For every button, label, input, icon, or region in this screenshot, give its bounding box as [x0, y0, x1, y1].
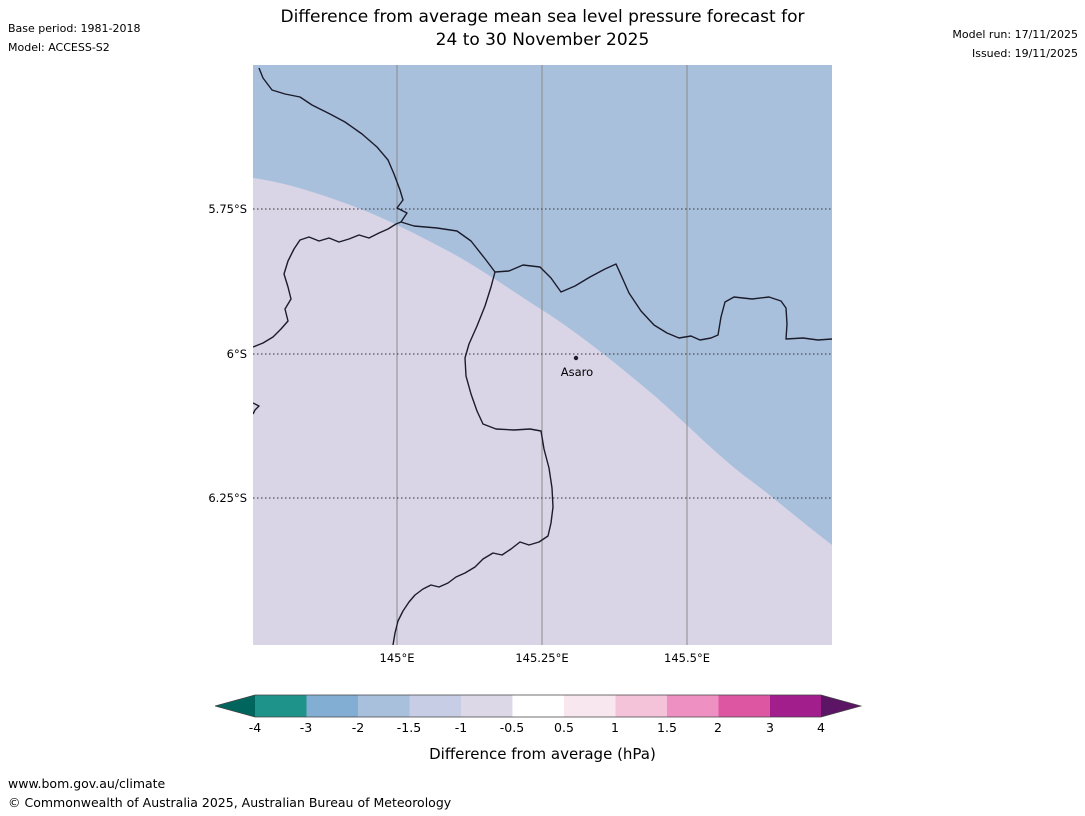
colorbar-tick-label: -2: [351, 720, 365, 735]
colorbar-arrow-left: [215, 695, 255, 717]
footer-copyright: © Commonwealth of Australia 2025, Austra…: [8, 795, 452, 810]
colorbar-seg-5: [512, 695, 564, 717]
figure-title-line1: Difference from average mean sea level p…: [280, 7, 805, 27]
colorbar-tick-label: 1.5: [657, 720, 677, 735]
colorbar-axis-label: Difference from average (hPa): [429, 745, 656, 763]
colorbar-seg-2: [358, 695, 410, 717]
colorbar-tick-label: -3: [299, 720, 313, 735]
border-central: [392, 271, 554, 646]
pressure-anomaly-map: [252, 65, 833, 646]
model-text: Model: ACCESS-S2: [8, 41, 110, 54]
base-period-text: Base period: 1981-2018: [8, 22, 141, 35]
colorbar-seg-3: [409, 695, 461, 717]
colorbar-tick-label: -1: [454, 720, 468, 735]
colorbar-seg-6: [564, 695, 616, 717]
colorbar-tick-label: -4: [248, 720, 262, 735]
figure-title-line2: 24 to 30 November 2025: [435, 30, 650, 50]
colorbar-seg-4: [461, 695, 513, 717]
figure-title: Difference from average mean sea level p…: [0, 6, 1085, 52]
lat-tick-6s: 6°S: [226, 347, 247, 361]
colorbar-svg: [213, 694, 863, 718]
lat-tick-6-25s: 6.25°S: [208, 491, 247, 505]
colorbar-seg-10: [770, 695, 821, 717]
colorbar-seg-8: [667, 695, 719, 717]
footer-url: www.bom.gov.au/climate: [8, 776, 166, 791]
lat-tick-5-75s: 5.75°S: [208, 202, 247, 216]
colorbar-tick-label: 1: [611, 720, 619, 735]
colorbar-tick-label: -0.5: [499, 720, 525, 735]
lon-tick-145e: 145°E: [379, 651, 415, 665]
colorbar-seg-7: [615, 695, 667, 717]
colorbar-tick-label: 2: [714, 720, 722, 735]
place-label-asaro: Asaro: [560, 365, 594, 379]
issued-text: Issued: 19/11/2025: [971, 47, 1078, 60]
lon-tick-145-5e: 145.5°E: [664, 651, 710, 665]
map-panel: [252, 65, 833, 649]
colorbar-arrow-right: [821, 695, 861, 717]
colorbar-tick-label: 3: [766, 720, 774, 735]
colorbar-seg-9: [718, 695, 770, 717]
header-meta-right: Model run: 17/11/2025 Issued: 19/11/2025: [952, 25, 1078, 63]
colorbar-outline: [213, 694, 863, 718]
colorbar-tick-label: 0.5: [554, 720, 574, 735]
colorbar-tick-label: 4: [817, 720, 825, 735]
footer: www.bom.gov.au/climate © Commonwealth of…: [8, 774, 451, 812]
colorbar: [213, 692, 865, 724]
coastline-north: [258, 67, 833, 341]
colorbar-tick-label: -1.5: [396, 720, 422, 735]
model-run-text: Model run: 17/11/2025: [952, 28, 1078, 41]
colorbar-seg-0: [255, 695, 307, 717]
header-meta-left: Base period: 1981-2018 Model: ACCESS-S2: [8, 19, 140, 57]
border-west-notch: [252, 402, 260, 415]
colorbar-seg-1: [306, 695, 358, 717]
lon-tick-145-25e: 145.25°E: [515, 651, 569, 665]
asaro-marker-dot: [573, 355, 579, 361]
border-west: [252, 221, 402, 348]
